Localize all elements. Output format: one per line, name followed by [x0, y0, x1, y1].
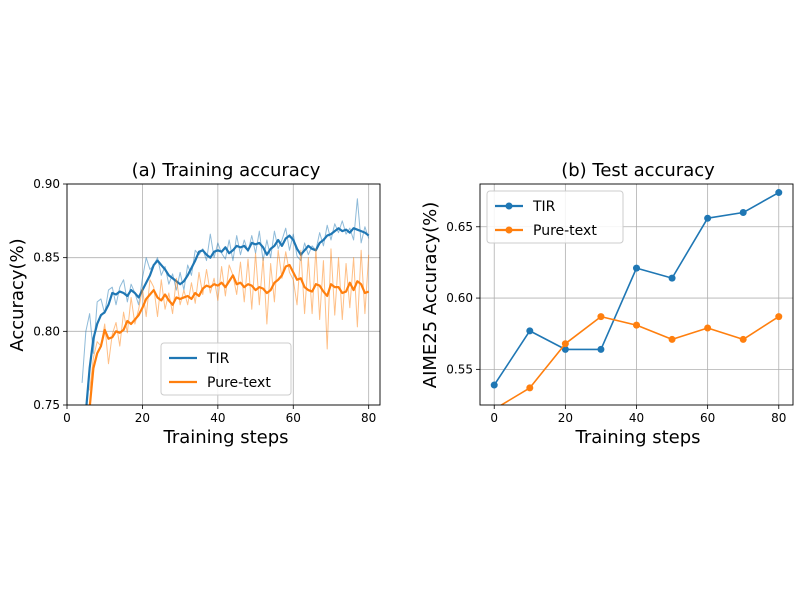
plot-area: [490, 189, 783, 405]
y-tick-label: 0.60: [446, 291, 473, 305]
x-tick-label: 40: [629, 411, 644, 425]
data-point-tir: [597, 345, 605, 353]
x-tick-label: 20: [135, 411, 150, 425]
data-point-pure-text: [668, 335, 676, 343]
data-point-tir: [490, 381, 498, 389]
data-point-tir: [633, 264, 640, 272]
data-point-tir: [775, 189, 783, 197]
legend: TIR Pure-text: [486, 190, 624, 244]
x-tick-label: 60: [286, 411, 301, 425]
plot-area: [81, 198, 370, 405]
legend-marker: [505, 226, 513, 234]
data-point-pure-text: [739, 335, 747, 343]
legend-marker: [505, 202, 513, 210]
data-point-tir: [668, 274, 676, 282]
axes-frame: [479, 183, 794, 406]
data-point-pure-text: [633, 321, 640, 329]
panel-test-accuracy: (b) Test accuracy Training steps AIME25 …: [420, 160, 794, 448]
x-tick-label: 0: [63, 411, 71, 425]
y-tick-label: 0.75: [33, 398, 60, 412]
data-point-tir: [739, 209, 747, 217]
panel-b-title: (b) Test accuracy: [561, 160, 715, 181]
panel-b-ylabel: AIME25 Accuracy(%): [420, 202, 441, 388]
x-tick-label: 0: [490, 411, 498, 425]
legend-label: Pure-text: [207, 375, 271, 391]
data-point-tir: [526, 327, 534, 335]
series-line-tir: [85, 227, 370, 405]
x-tick-label: 60: [700, 411, 715, 425]
y-tick-label: 0.80: [33, 324, 60, 338]
legend-label: TIR: [206, 351, 230, 367]
data-point-pure-text: [704, 324, 712, 332]
panel-b-xlabel: Training steps: [574, 427, 700, 448]
data-point-pure-text: [597, 313, 605, 321]
panel-a-title: (a) Training accuracy: [132, 160, 321, 181]
axes-frame: [66, 183, 381, 406]
x-tick-label: 20: [558, 411, 573, 425]
panel-training-accuracy: (a) Training accuracy Training steps Acc…: [7, 160, 381, 448]
data-point-pure-text: [526, 384, 534, 392]
y-tick-label: 0.90: [33, 177, 60, 191]
x-tick-label: 80: [361, 411, 376, 425]
panel-a-ylabel: Accuracy(%): [7, 238, 28, 351]
data-point-tir: [561, 345, 569, 353]
panel-a-xlabel: Training steps: [162, 427, 288, 448]
y-tick-label: 0.55: [446, 362, 473, 376]
legend-label: TIR: [532, 199, 556, 215]
y-tick-label: 0.85: [33, 251, 60, 265]
series-line-pure-text: [88, 263, 370, 405]
y-tick-label: 0.65: [446, 220, 473, 234]
data-point-pure-text: [561, 340, 569, 348]
data-point-tir: [704, 214, 712, 222]
legend-label: Pure-text: [533, 223, 597, 239]
data-point-pure-text: [775, 313, 783, 321]
x-tick-label: 40: [210, 411, 225, 425]
x-tick-label: 80: [771, 411, 786, 425]
legend: TIR Pure-text: [160, 342, 292, 396]
